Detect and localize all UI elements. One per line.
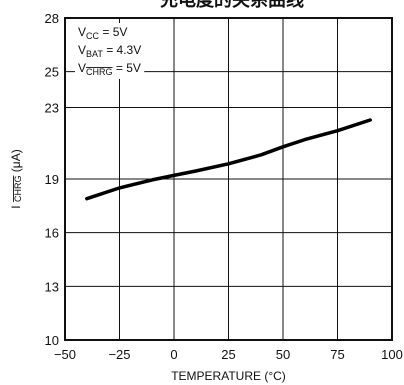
annotations: VCC = 5V VBAT = 4.3V VCHRG = 5V <box>78 25 141 77</box>
annotation-background <box>75 23 145 79</box>
y-tick-labels: 10 13 16 19 23 25 28 <box>45 11 59 348</box>
x-tick-label: 50 <box>276 347 290 362</box>
series-layer <box>85 118 372 201</box>
x-tick-label: −50 <box>54 347 76 362</box>
series-line <box>85 118 372 201</box>
plot-frame <box>64 17 393 341</box>
y-tick-label: 13 <box>45 279 59 294</box>
y-label-sub: CHRG <box>13 176 23 203</box>
y-label-main: I <box>9 205 23 208</box>
annotation-text: VBAT = 4.3V <box>78 43 141 59</box>
x-axis-label: TEMPERATURE (°C) <box>171 369 286 383</box>
y-tick-label: 28 <box>45 11 59 26</box>
y-tick-label: 10 <box>45 333 59 348</box>
y-axis-label: I CHRG (μA) <box>9 149 24 208</box>
chart-title: 充电度的关系曲线 <box>160 0 304 11</box>
y-tick-label: 25 <box>45 65 59 80</box>
y-tick-label: 19 <box>45 172 59 187</box>
x-tick-label: 75 <box>330 347 344 362</box>
x-tick-label: 25 <box>221 347 235 362</box>
annotation-text: VCHRG = 5V <box>78 61 141 77</box>
x-tick-label: 0 <box>170 347 177 362</box>
y-tick-label: 16 <box>45 226 59 241</box>
x-tick-label: −25 <box>108 347 130 362</box>
annotation-text: VCC = 5V <box>78 25 127 41</box>
x-tick-label: 100 <box>381 347 403 362</box>
y-tick-label: 23 <box>45 100 59 115</box>
x-tick-labels: −50 −25 0 25 50 75 100 <box>54 347 403 362</box>
y-label-unit: (μA) <box>9 149 23 172</box>
